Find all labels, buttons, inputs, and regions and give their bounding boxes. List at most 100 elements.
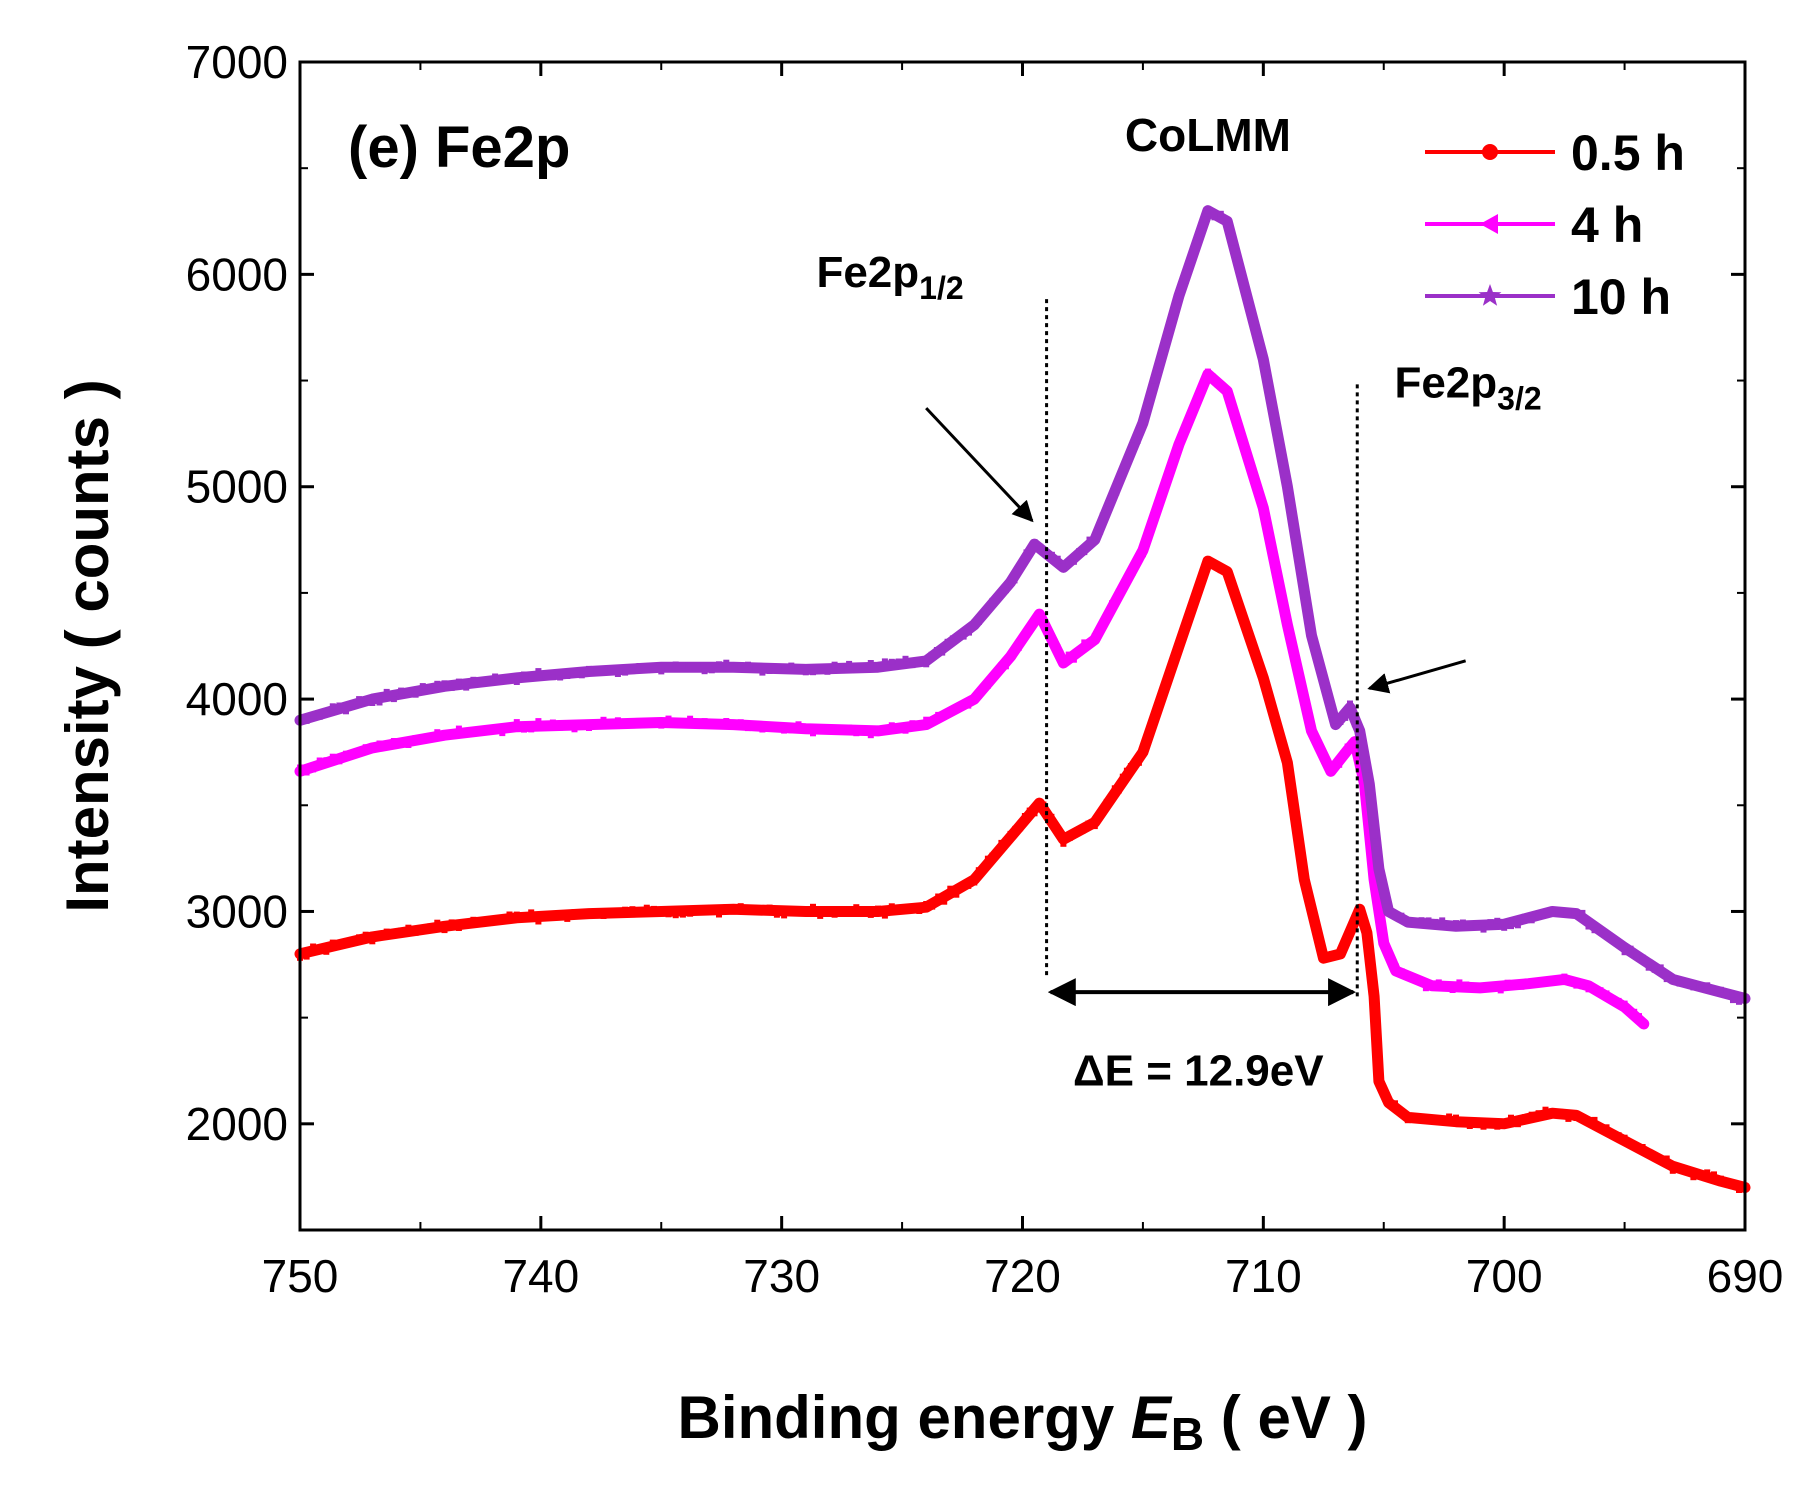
annotation-fe2p-3-2-main: Fe2p (1394, 359, 1497, 408)
data-point (1299, 864, 1306, 871)
data-point (1283, 615, 1289, 622)
data-point (1151, 715, 1158, 722)
data-point (895, 724, 902, 731)
data-point (1579, 909, 1586, 916)
data-point (1546, 976, 1553, 983)
data-point (1158, 699, 1164, 706)
data-point (1385, 1099, 1392, 1106)
data-point (1356, 761, 1363, 768)
data-point (959, 702, 966, 709)
data-point (1704, 982, 1711, 989)
data-point (1342, 714, 1349, 721)
data-point (356, 750, 363, 757)
data-point (694, 720, 701, 727)
data-point (875, 726, 881, 732)
data-point (1144, 734, 1151, 741)
data-point (1398, 912, 1405, 919)
data-point (1102, 513, 1109, 520)
data-point (1288, 790, 1295, 797)
data-point (434, 729, 441, 736)
data-point (1639, 1144, 1646, 1150)
data-point (1231, 591, 1237, 598)
data-point (1191, 402, 1198, 409)
data-point (1017, 825, 1024, 832)
data-point (1189, 258, 1196, 265)
data-point (916, 657, 923, 664)
data-point (1432, 1117, 1439, 1124)
data-point (1224, 571, 1231, 577)
data-point (1237, 606, 1244, 613)
data-point (1226, 397, 1233, 404)
data-point (1342, 937, 1349, 944)
data-point (484, 726, 491, 733)
data-point (578, 672, 585, 679)
data-point (1107, 794, 1114, 800)
data-point (1158, 353, 1165, 359)
data-point (1379, 876, 1386, 883)
data-point (1288, 643, 1295, 650)
data-point (1337, 719, 1344, 725)
annotation-fe2p-1-2-main: Fe2p (816, 248, 919, 297)
data-point (788, 662, 795, 669)
data-point (622, 720, 629, 727)
data-point (316, 757, 323, 764)
data-point (730, 720, 737, 727)
data-point (1296, 674, 1303, 681)
data-point (463, 684, 470, 691)
data-point (1621, 949, 1628, 956)
data-point (1285, 763, 1292, 769)
data-point (506, 911, 513, 918)
data-point (1366, 785, 1373, 792)
data-point (1332, 717, 1339, 724)
data-point (1669, 1167, 1676, 1174)
data-point (960, 633, 967, 640)
data-point (521, 726, 527, 733)
data-point (528, 909, 535, 916)
data-point (1549, 1108, 1556, 1115)
data-point (1425, 1116, 1432, 1122)
data-point (687, 910, 694, 917)
data-point (441, 927, 448, 934)
data-point (679, 662, 686, 669)
data-point (1367, 965, 1374, 972)
data-point (1271, 563, 1278, 570)
data-point (781, 727, 788, 734)
data-point (1275, 436, 1282, 442)
data-point (1280, 747, 1287, 754)
data-point (557, 913, 564, 920)
data-point (933, 647, 940, 653)
data-point (1271, 415, 1278, 422)
data-point (1174, 296, 1181, 303)
data-point (1365, 773, 1372, 780)
data-point (1060, 840, 1067, 847)
data-point (600, 716, 607, 723)
data-point (1321, 757, 1328, 764)
data-point (1143, 410, 1150, 417)
data-point (1173, 653, 1180, 659)
data-point (383, 743, 390, 750)
data-point (1371, 834, 1378, 841)
data-point (1309, 907, 1316, 914)
data-point (909, 906, 916, 913)
data-point (1304, 604, 1311, 610)
data-point (1308, 630, 1315, 637)
data-point (1389, 958, 1396, 964)
data-point (1258, 349, 1265, 356)
data-point (679, 721, 686, 728)
data-point (1139, 420, 1146, 427)
data-point (651, 905, 657, 912)
data-point (1372, 1015, 1379, 1022)
data-point (759, 909, 766, 916)
data-point (810, 730, 816, 737)
data-point (701, 668, 708, 675)
data-point (1173, 447, 1180, 454)
data-point (1139, 749, 1146, 756)
data-point (1494, 1123, 1501, 1130)
data-point (535, 718, 542, 725)
x-axis-label-sub: B (1171, 1408, 1204, 1460)
data-point (1340, 946, 1347, 953)
data-point (1267, 537, 1274, 544)
data-point (1565, 909, 1572, 916)
data-point (980, 611, 987, 618)
data-point (1178, 288, 1185, 295)
